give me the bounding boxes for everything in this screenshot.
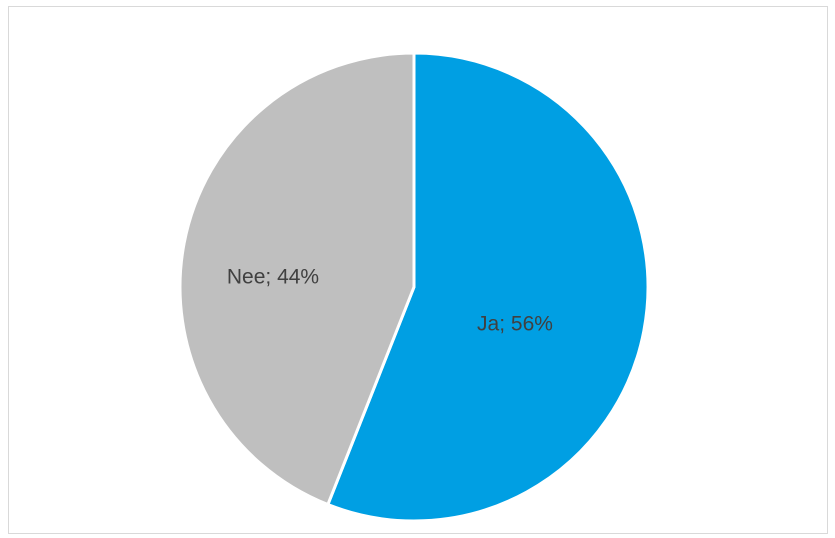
pie-slice-nee [178, 51, 416, 507]
data-label-ja: Ja; 56% [477, 313, 553, 336]
data-label-nee: Nee; 44% [227, 266, 319, 289]
pie-slice-ja [326, 51, 650, 523]
pie-chart: Ja; 56% Nee; 44% [178, 51, 650, 523]
chart-frame: Ja; 56% Nee; 44% [8, 6, 828, 534]
